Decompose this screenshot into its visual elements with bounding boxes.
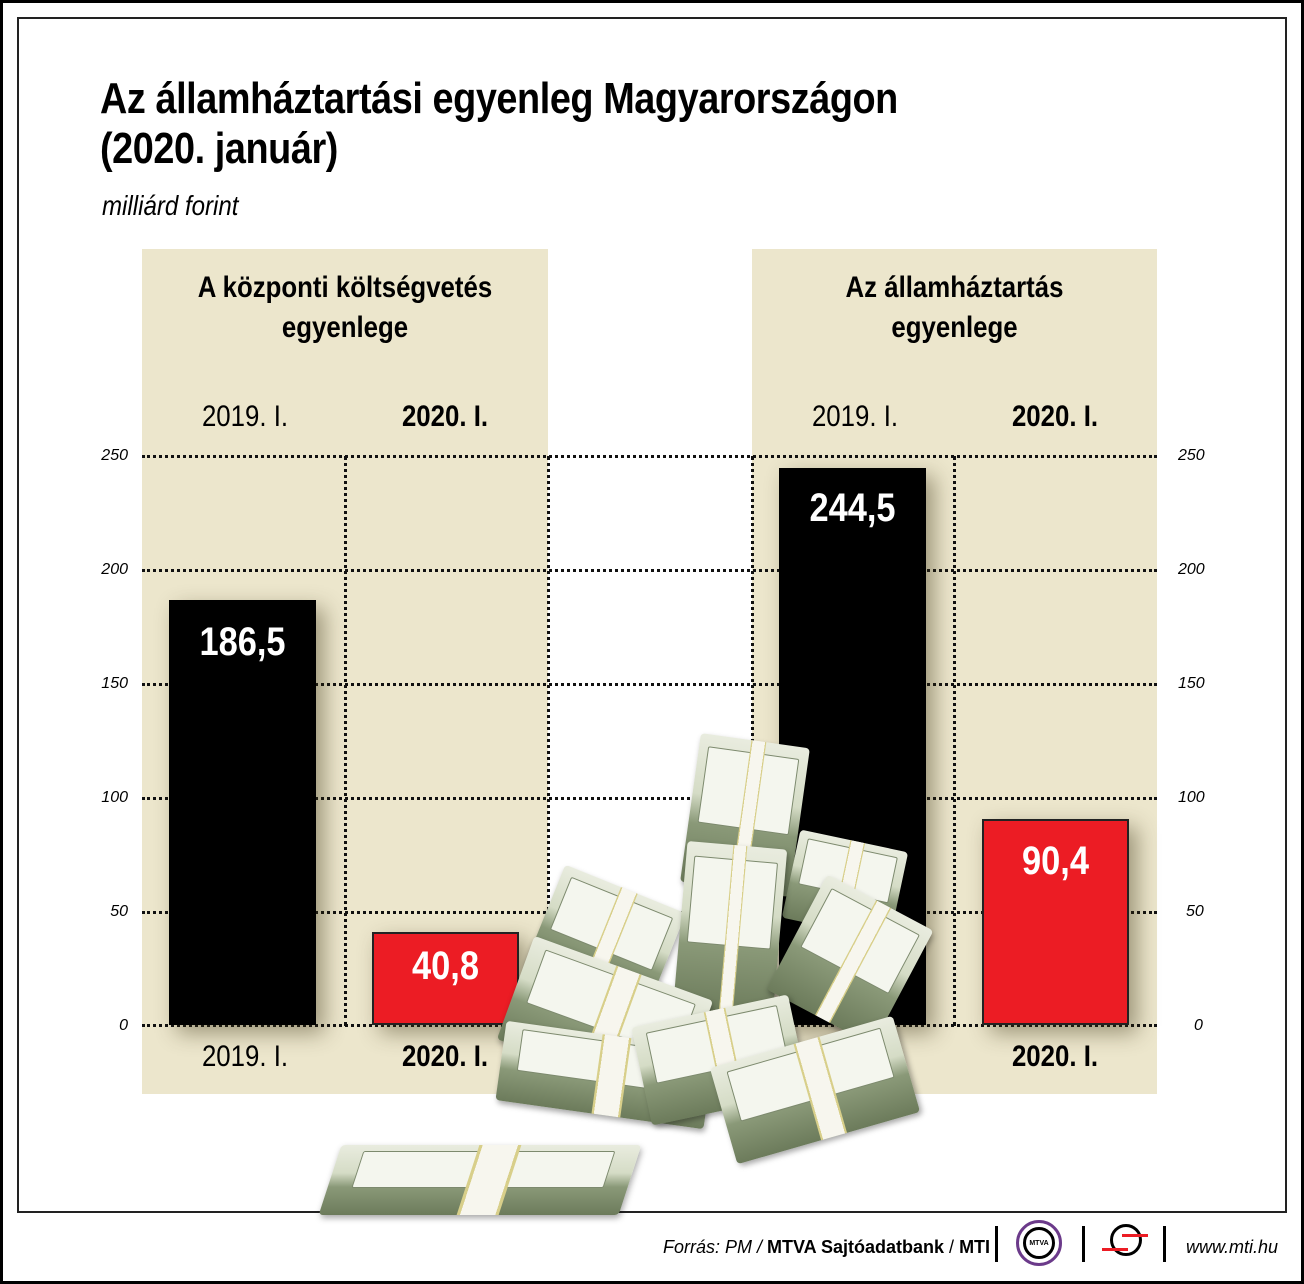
gridline-150 [142, 683, 1157, 686]
chart-title: Az államháztartási egyenleg Magyarország… [100, 74, 898, 174]
left-panel-heading: A központi költségvetés egyenlege [170, 268, 519, 348]
y-tick-left-50: 50 [110, 903, 128, 920]
bar-value-label: 244,5 [809, 486, 896, 530]
footer-divider [1082, 1226, 1085, 1262]
left-heading-line-1: A központi költségvetés [197, 271, 493, 304]
y-tick-right-0: 0 [1194, 1017, 1203, 1034]
source-mti: MTI [959, 1237, 991, 1257]
title-line-2: (2020. január) [100, 124, 338, 173]
bar-general-2020: 90,4 [982, 819, 1129, 1025]
y-tick-right-100: 100 [1178, 789, 1205, 806]
footer-divider [995, 1226, 998, 1262]
bar-value-label: 90,4 [1022, 839, 1089, 883]
gridline-v-2 [547, 456, 550, 1026]
source-prefix: Forrás: PM / [663, 1237, 768, 1257]
left-bottom-cat-2020: 2020. I. [401, 1040, 489, 1073]
gridline-200 [142, 569, 1157, 572]
gridline-250 [142, 455, 1157, 458]
left-top-cat-2020: 2020. I. [401, 400, 489, 433]
title-line-1: Az államháztartási egyenleg Magyarország… [100, 74, 898, 123]
bar-central-2019: 186,5 [169, 600, 316, 1025]
y-tick-right-50: 50 [1186, 903, 1204, 920]
y-tick-left-150: 150 [101, 675, 128, 692]
y-tick-left-100: 100 [101, 789, 128, 806]
website-link[interactable]: www.mti.hu [1186, 1237, 1279, 1257]
footer-divider [1163, 1226, 1166, 1262]
source-credit: Forrás: PM / MTVA Sajtóadatbank / MTI [663, 1237, 990, 1258]
bar-value-label: 186,5 [199, 620, 286, 664]
source-mtva: MTVA Sajtóadatbank [767, 1237, 945, 1257]
left-top-cat-2019: 2019. I. [201, 400, 289, 433]
gridline-v-1 [344, 456, 347, 1026]
y-tick-left-200: 200 [101, 561, 128, 578]
gridline-v-4 [953, 456, 956, 1026]
mti-logo-icon [1100, 1222, 1150, 1262]
y-tick-right-250: 250 [1178, 447, 1205, 464]
right-panel-heading: Az államháztartás egyenlege [780, 268, 1128, 348]
source-separator: / [944, 1237, 960, 1257]
right-bottom-cat-2020: 2020. I. [1011, 1040, 1099, 1073]
left-heading-line-2: egyenlege [281, 311, 409, 344]
unit-label: milliárd forint [102, 190, 239, 221]
bar-value-label: 40,8 [412, 944, 479, 988]
right-top-cat-2020: 2020. I. [1011, 400, 1099, 433]
bar-central-2020: 40,8 [372, 932, 519, 1025]
right-heading-line-1: Az államháztartás [845, 271, 1064, 304]
banknote-stack-icon [318, 1145, 642, 1215]
gridline-100 [142, 797, 1157, 800]
mtva-logo-icon: MTVA [1016, 1220, 1062, 1266]
y-tick-left-0: 0 [119, 1017, 128, 1034]
right-heading-line-2: egyenlege [891, 311, 1018, 344]
y-tick-left-250: 250 [101, 447, 128, 464]
mtva-logo-text: MTVA [1023, 1227, 1055, 1259]
left-bottom-cat-2019: 2019. I. [201, 1040, 289, 1073]
y-tick-right-150: 150 [1178, 675, 1205, 692]
y-tick-right-200: 200 [1178, 561, 1205, 578]
right-top-cat-2019: 2019. I. [811, 400, 899, 433]
